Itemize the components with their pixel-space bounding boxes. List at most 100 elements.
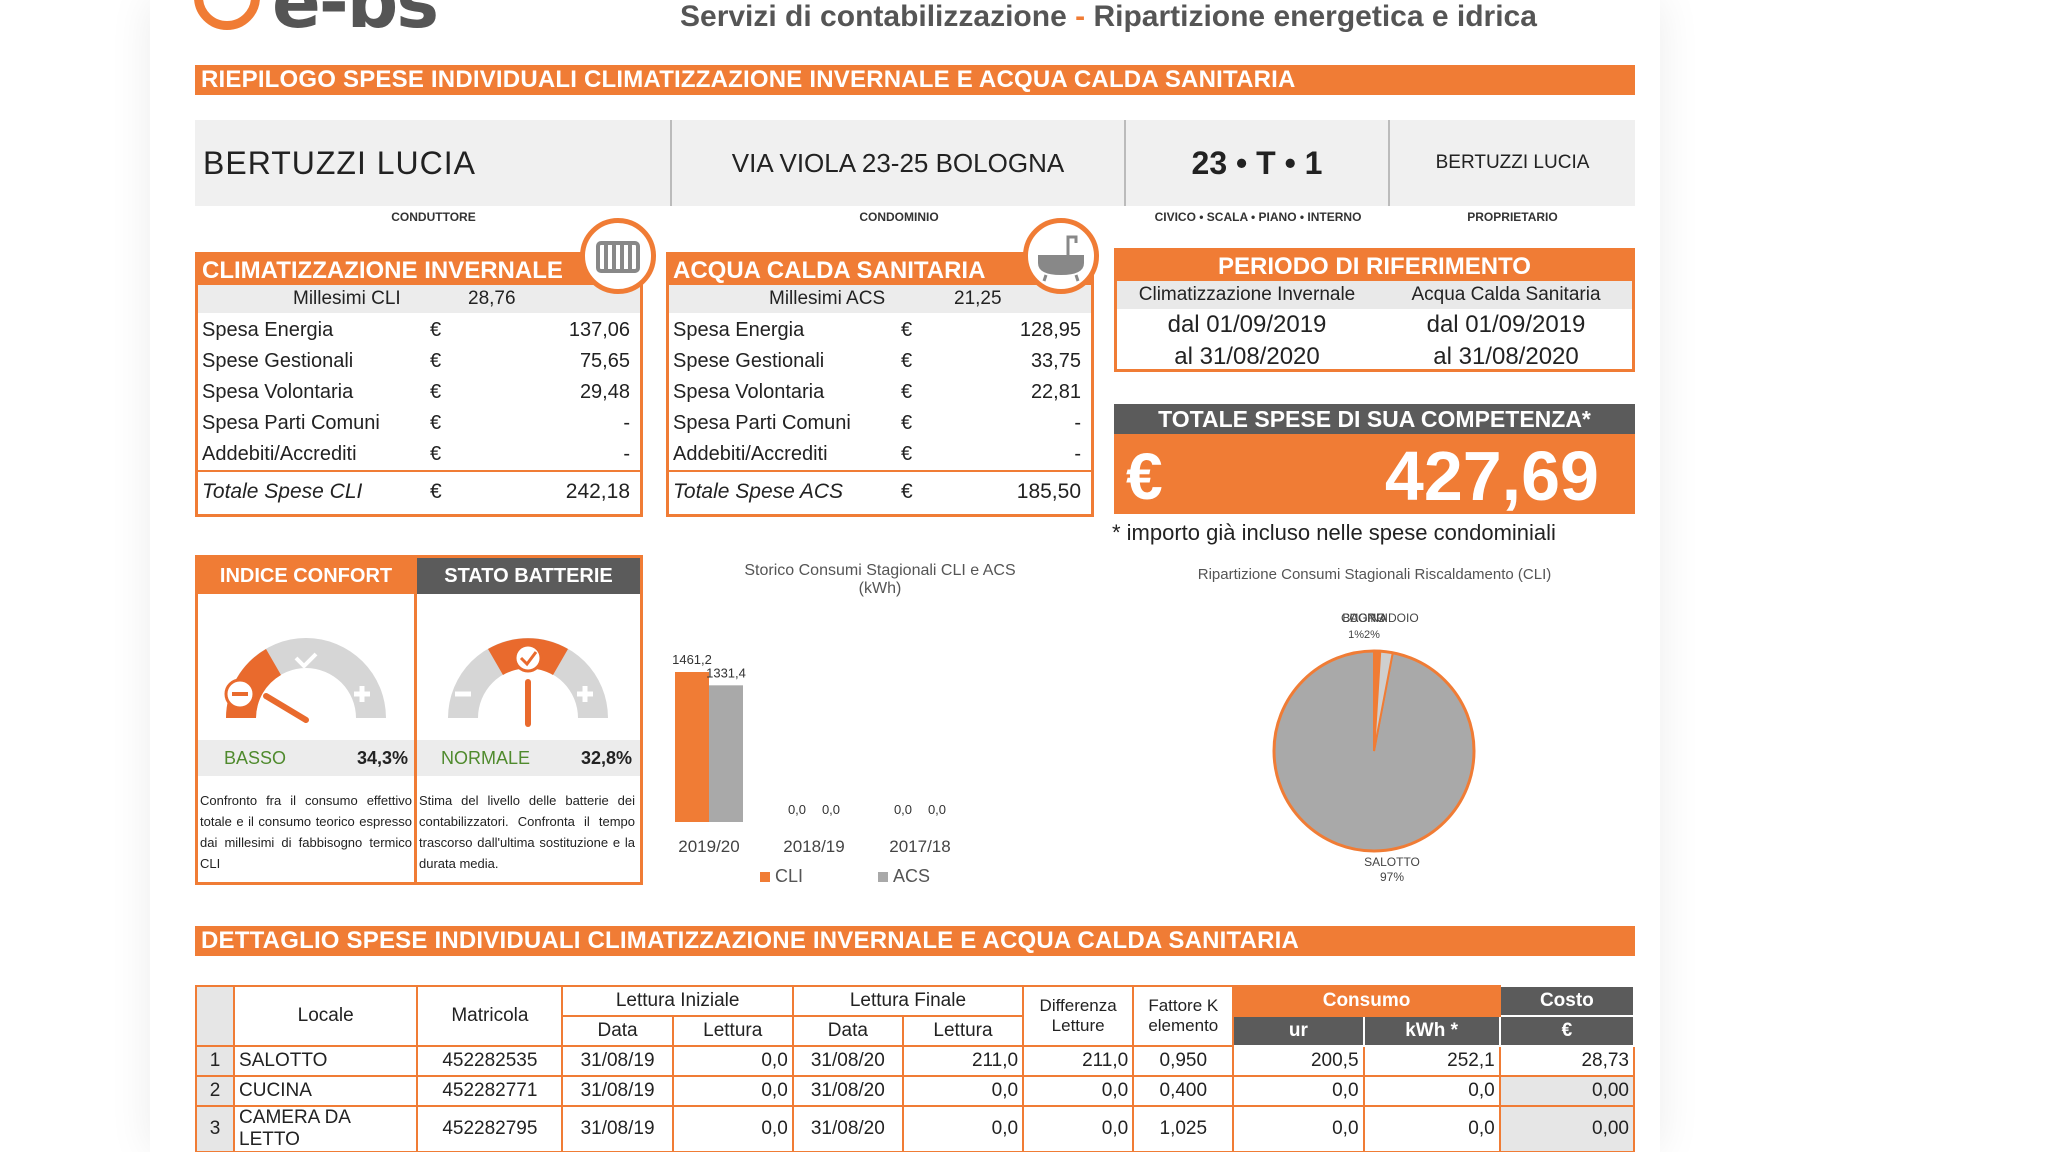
cli-total-label: Totale Spese CLI (202, 480, 363, 503)
cli-expense-value: - (623, 443, 630, 465)
acs-expense-label: Addebiti/Accrediti (673, 443, 828, 465)
acs-box: ACQUA CALDA SANITARIA Millesimi ACS 21,2… (666, 252, 1094, 517)
col-consumo: Consumo (1232, 985, 1501, 1017)
col-matricola: Matricola (416, 985, 564, 1047)
cell-n: 3 (194, 1105, 236, 1152)
cli-expense-label: Addebiti/Accrediti (202, 443, 357, 465)
col-data-finale: Data (791, 1015, 904, 1047)
col-fattore: Fattore K elemento (1132, 985, 1235, 1047)
tagline-separator: - (1075, 0, 1086, 33)
cell-locale: CAMERA DA LETTO (233, 1105, 419, 1152)
periodo-col1-from: dal 01/09/2019 (1167, 311, 1327, 338)
acs-expense-label: Spesa Volontaria (673, 381, 825, 403)
report-sheet: e-bs Servizi di contabilizzazione - Ripa… (150, 0, 1660, 1152)
acs-total-row: Totale Spese ACS € 185,50 (673, 477, 1081, 507)
pie-outline (1272, 649, 1476, 853)
cli-expense-currency: € (430, 350, 442, 372)
bar-chart: 1461,2 0,0 0,0 1331,4 0,0 0,0 2019/20 2018/19 20… (672, 652, 951, 886)
cli-expense-value: 29,48 (579, 381, 630, 403)
acs-expense-label: Spesa Energia (673, 319, 805, 341)
cli-expense-label: Spesa Energia (202, 319, 334, 341)
cli-title: CLIMATIZZAZIONE INVERNALE (198, 255, 640, 285)
bar-value-label: 0,0 (928, 802, 946, 817)
cli-expense-currency: € (430, 412, 442, 434)
cell-d1: 31/08/19 (561, 1045, 674, 1077)
cell-d2: 31/08/20 (791, 1045, 904, 1077)
acs-total-divider (669, 470, 1091, 472)
col-ur: ur (1232, 1015, 1365, 1047)
table-row: 2 CUCINA 452282771 31/08/19 0,0 31/08/20 0,0 0,… (194, 1075, 1636, 1107)
batterie-desc: Stima del livello delle batterie dei con… (419, 793, 635, 871)
bar-value-label: 1331,4 (706, 665, 746, 680)
bar-category-label: 2019/20 (678, 837, 739, 856)
col-data-iniziale: Data (561, 1015, 674, 1047)
bar-chart-title-text: Storico Consumi Stagionali CLI e ACS (744, 562, 1016, 579)
cli-expense-row: Spesa Parti Comuni € - (202, 408, 630, 438)
acs-title: ACQUA CALDA SANITARIA (669, 255, 1091, 285)
cli-expense-label: Spese Gestionali (202, 350, 354, 372)
proprietario-label: PROPRIETARIO (1467, 210, 1558, 224)
pie-label-cucina: CUCINA (1341, 611, 1387, 625)
cli-expense-label: Spesa Volontaria (202, 381, 354, 403)
acs-expense-row: Spese Gestionali €33,75 (673, 346, 1081, 376)
pie-pct-small: 1%2% (1348, 629, 1380, 641)
periodo-col1-to: al 31/08/2020 (1174, 343, 1320, 370)
cell-diff: 211,0 (1022, 1045, 1135, 1077)
acs-millesimi-value: 21,25 (954, 288, 1002, 309)
table-row: 3 CAMERA DA LETTO 452282795 31/08/19 0,0 31/0… (194, 1105, 1636, 1152)
batterie-title: STATO BATTERIE (417, 558, 640, 594)
batterie-percent: 32,8% (580, 748, 632, 768)
batterie-status: NORMALE (441, 748, 531, 768)
acs-expense-currency: € (901, 350, 913, 372)
cell-d1: 31/08/19 (561, 1105, 674, 1152)
periodo-box: PERIODO DI RIFERIMENTO Climatizzazione I… (1114, 248, 1635, 372)
confort-title: INDICE CONFORT (198, 558, 414, 594)
bar-acs-0 (709, 685, 743, 822)
summary-title: RIEPILOGO SPESE INDIVIDUALI CLIMATIZZAZI… (195, 65, 1635, 95)
cell-kwh: 252,1 (1362, 1045, 1501, 1077)
confort-status-row: BASSO 34,3% (198, 740, 414, 776)
cell-n: 1 (194, 1045, 236, 1077)
tagline-right: Ripartizione energetica e idrica (1093, 0, 1537, 33)
bathtub-icon (1023, 218, 1099, 294)
cli-expense-value: 137,06 (568, 319, 630, 341)
acs-expense-label: Spesa Parti Comuni (673, 412, 851, 434)
cell-ur: 200,5 (1232, 1045, 1365, 1077)
cell-diff: 0,0 (1022, 1075, 1135, 1107)
proprietario-cell: BERTUZZI LUCIA (1390, 120, 1635, 206)
acs-expense-value: - (1074, 443, 1081, 465)
confort-gauge (224, 638, 386, 723)
cell-l2: 211,0 (901, 1045, 1025, 1077)
condominio-cell: VIA VIOLA 23-25 BOLOGNA (672, 120, 1126, 206)
periodo-title: PERIODO DI RIFERIMENTO (1117, 251, 1632, 281)
acs-expense-row: Spesa Volontaria €22,81 (673, 377, 1081, 407)
cell-l1: 0,0 (671, 1105, 794, 1152)
acs-expense-currency: € (901, 412, 913, 434)
confort-percent: 34,3% (356, 748, 408, 768)
proprietario-value: BERTUZZI LUCIA (1435, 152, 1590, 173)
conduttore-label: CONDUTTORE (391, 210, 476, 224)
acs-expense-value: - (1074, 412, 1081, 434)
logo-text: e-bs (272, 0, 439, 44)
col-euro: € (1498, 1015, 1636, 1047)
cell-k: 1,025 (1132, 1105, 1235, 1152)
confort-desc: Confronto fra il consumo effettivo total… (200, 793, 412, 871)
cli-total-value: 242,18 (565, 480, 630, 503)
cli-millesimi-label: Millesimi CLI (293, 288, 401, 309)
acs-total-currency: € (901, 480, 913, 503)
cli-expense-row: Addebiti/Accrediti € - (202, 439, 630, 469)
civico-value: 23 • T • 1 (1191, 144, 1323, 181)
col-kwh: kWh * (1362, 1015, 1501, 1047)
pie-label-bagno: BAGNO (1342, 611, 1385, 625)
cell-l2: 0,0 (901, 1105, 1025, 1152)
cli-expense-row: Spese Gestionali €75,65 (202, 346, 630, 376)
cell-n: 2 (194, 1075, 236, 1107)
periodo-col2-to: al 31/08/2020 (1433, 343, 1579, 370)
acs-expense-row: Addebiti/Accrediti € - (673, 439, 1081, 469)
cell-l1: 0,0 (671, 1075, 794, 1107)
cli-total-currency: € (430, 480, 442, 503)
tagline-left: Servizi di contabilizzazione (680, 0, 1067, 33)
cell-matricola: 452282795 (416, 1105, 564, 1152)
col-locale: Locale (233, 985, 419, 1047)
cell-kwh: 0,0 (1362, 1075, 1501, 1107)
